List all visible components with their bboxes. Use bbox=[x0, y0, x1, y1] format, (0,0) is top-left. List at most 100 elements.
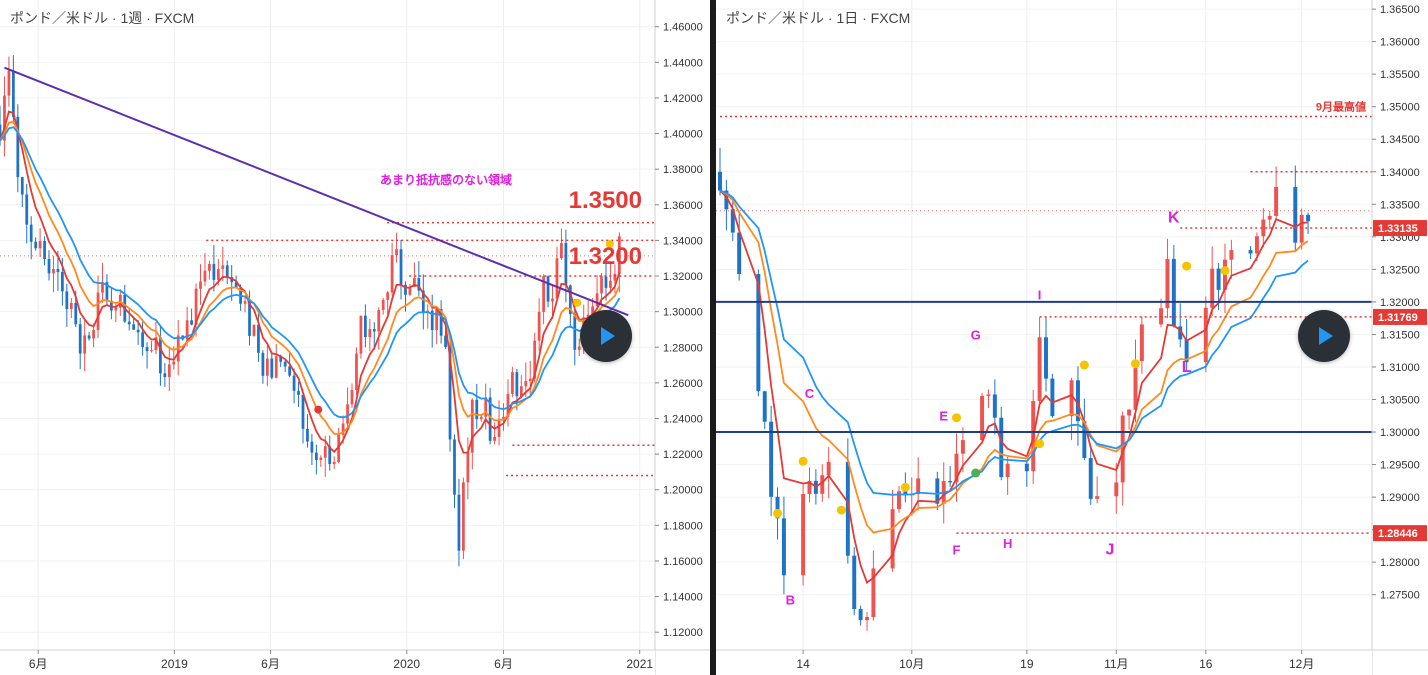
candle-body bbox=[132, 324, 136, 330]
price-tick-label: 1.22000 bbox=[663, 449, 703, 461]
candle-body bbox=[87, 335, 91, 339]
pattern-letter-j: J bbox=[1105, 541, 1114, 558]
candle-body bbox=[270, 358, 274, 378]
candle-body bbox=[462, 482, 465, 551]
candle-body bbox=[230, 277, 234, 283]
price-tick-label: 1.29500 bbox=[1380, 460, 1420, 472]
candle-body bbox=[609, 280, 612, 288]
time-tick-label: 2020 bbox=[393, 657, 420, 671]
weekly-chart-canvas[interactable]: あまり抵抗感のない領域 1.3500 1.3200 1.12000 1.14000 1.1… bbox=[0, 0, 710, 675]
candle-body bbox=[502, 416, 505, 420]
pattern-letter-i: I bbox=[1038, 287, 1042, 302]
signal-marker bbox=[605, 239, 614, 248]
candle-body bbox=[101, 282, 104, 293]
level-label-1-3500: 1.3500 bbox=[569, 187, 642, 214]
candle-body bbox=[1133, 361, 1138, 410]
candle-body bbox=[1178, 326, 1183, 340]
price-tick-label: 1.38000 bbox=[663, 164, 703, 176]
candle-body bbox=[1127, 409, 1132, 416]
candle-body bbox=[11, 70, 15, 117]
candle-body bbox=[960, 440, 965, 454]
candle-body bbox=[1139, 324, 1144, 362]
price-tick-label: 1.40000 bbox=[663, 129, 703, 141]
price-tag-label: 1.33135 bbox=[1378, 223, 1418, 235]
candle-body bbox=[1024, 463, 1029, 472]
candle-body bbox=[212, 264, 216, 280]
candle-body bbox=[16, 116, 20, 178]
time-tick-label: 11月 bbox=[1104, 657, 1128, 671]
pane-divider[interactable] bbox=[710, 0, 716, 675]
price-tick-label: 1.32000 bbox=[663, 271, 703, 283]
candle-body bbox=[1274, 186, 1279, 216]
weekly-chart-pane[interactable]: あまり抵抗感のない領域 1.3500 1.3200 1.12000 1.14000 1.1… bbox=[0, 0, 710, 675]
candle-body bbox=[826, 461, 831, 476]
candle-body bbox=[421, 290, 425, 312]
candle-body bbox=[43, 241, 46, 260]
candle-body bbox=[1248, 250, 1253, 254]
time-tick-label: 12月 bbox=[1289, 657, 1314, 671]
price-tick-label: 1.28000 bbox=[1380, 557, 1420, 569]
candle-body bbox=[3, 95, 6, 141]
candle-body bbox=[435, 309, 439, 331]
price-tick-label: 1.30500 bbox=[1380, 394, 1420, 406]
candle-body bbox=[65, 291, 69, 310]
candle-body bbox=[47, 259, 51, 274]
price-tick-label: 1.34500 bbox=[1380, 134, 1420, 146]
candle-body bbox=[1037, 337, 1042, 402]
time-tick-label: 6月 bbox=[261, 657, 280, 671]
candle-body bbox=[542, 276, 545, 312]
pattern-letter-f: F bbox=[953, 542, 961, 557]
candle-body bbox=[980, 395, 985, 441]
daily-chart-pane[interactable]: 9月最高値BCEFGHIJKL1.275001.280001.285001.29… bbox=[716, 0, 1428, 675]
candle-body bbox=[724, 190, 729, 210]
candle-body bbox=[781, 518, 786, 576]
price-tick-label: 1.36500 bbox=[1380, 4, 1420, 16]
candle-body bbox=[871, 568, 876, 618]
play-icon bbox=[1319, 327, 1333, 345]
time-tick-label: 14 bbox=[796, 657, 810, 671]
candle-body bbox=[203, 270, 207, 282]
play-icon bbox=[601, 327, 615, 345]
signal-marker bbox=[836, 505, 846, 515]
candle-body bbox=[417, 278, 421, 291]
candle-body bbox=[216, 268, 220, 280]
candle-body bbox=[52, 269, 55, 274]
candle-body bbox=[1171, 258, 1176, 327]
candle-body bbox=[372, 329, 376, 332]
level-label-1-3200: 1.3200 bbox=[569, 243, 642, 270]
candle-body bbox=[208, 264, 211, 271]
weekly-play-button[interactable] bbox=[580, 310, 632, 362]
moving-average-line bbox=[719, 189, 1309, 496]
candle-body bbox=[444, 335, 447, 347]
candle-body bbox=[528, 378, 532, 382]
price-tick-label: 1.36000 bbox=[663, 200, 703, 212]
candle-body bbox=[903, 491, 908, 496]
candle-body bbox=[56, 269, 60, 273]
candle-body bbox=[20, 177, 24, 195]
candle-body bbox=[199, 281, 202, 289]
daily-play-button[interactable] bbox=[1298, 310, 1350, 362]
candle-body bbox=[1069, 380, 1074, 417]
candle-body bbox=[730, 209, 735, 233]
candle-body bbox=[769, 421, 774, 497]
candle-body bbox=[332, 461, 336, 465]
candle-body bbox=[497, 419, 501, 437]
candle-body bbox=[475, 399, 479, 420]
candle-body bbox=[506, 393, 510, 417]
price-tick-label: 1.31000 bbox=[1380, 362, 1420, 374]
signal-marker bbox=[573, 298, 582, 307]
candle-body bbox=[890, 509, 895, 569]
candle-body bbox=[595, 293, 599, 307]
candle-body bbox=[488, 397, 492, 441]
candle-body bbox=[145, 347, 149, 352]
moving-average-line bbox=[0, 126, 621, 419]
candle-body bbox=[78, 324, 82, 354]
daily-chart-canvas[interactable]: 9月最高値BCEFGHIJKL1.275001.280001.285001.29… bbox=[716, 0, 1428, 675]
time-tick-label: 2019 bbox=[161, 657, 188, 671]
candle-body bbox=[172, 361, 176, 365]
candle-body bbox=[916, 478, 921, 495]
signal-marker bbox=[1035, 439, 1045, 449]
candle-body bbox=[0, 124, 2, 141]
candle-body bbox=[1216, 268, 1221, 290]
candle-body bbox=[114, 307, 118, 311]
